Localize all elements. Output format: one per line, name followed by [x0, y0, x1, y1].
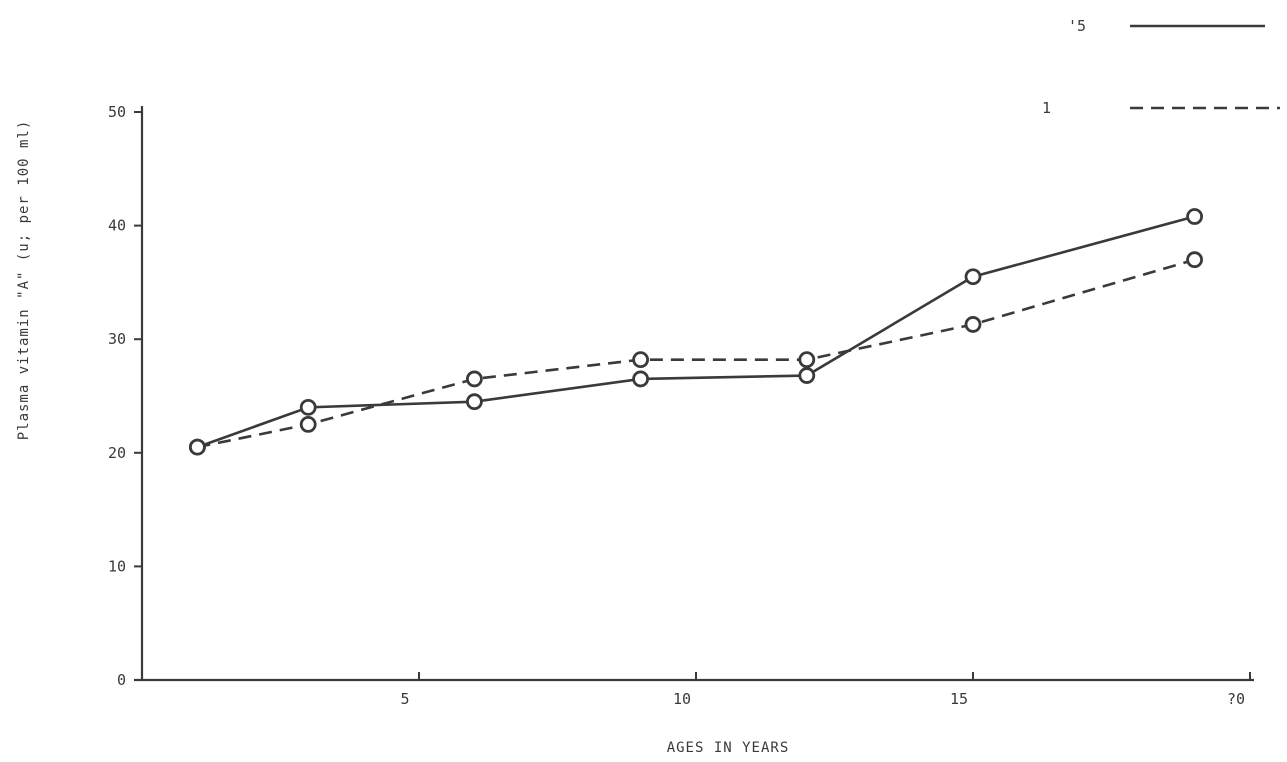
legend-label-2: 1 [1042, 99, 1051, 117]
y-tick-label: 0 [117, 671, 126, 689]
data-point-series-1 [299, 398, 317, 416]
chart-legend: '5 1 [1042, 17, 1280, 117]
data-point-series-2 [964, 316, 982, 333]
chart-axes [134, 106, 1254, 682]
data-point-series-2 [1186, 251, 1203, 269]
data-point-series-1 [798, 367, 816, 384]
data-point-series-2 [465, 370, 483, 388]
data-point-series-2 [188, 438, 206, 456]
y-tick-label: 10 [108, 557, 126, 575]
data-point-series-1 [632, 370, 649, 388]
y-tick-label: 30 [108, 330, 126, 348]
y-tick-label: 50 [108, 103, 126, 121]
x-tick-label: 15 [950, 690, 968, 708]
data-point-series-2 [798, 351, 816, 369]
chart-series [188, 208, 1203, 456]
x-tick-label: 10 [673, 690, 691, 708]
legend-label-1: '5 [1068, 17, 1086, 35]
y-axis-title: Plasma vitamin "A" (u; per 100 ml) [16, 120, 32, 441]
series-line-2 [197, 258, 1195, 449]
data-point-series-1 [964, 268, 982, 286]
y-tick-label: 20 [108, 444, 126, 462]
y-tick-label: 40 [108, 217, 126, 235]
x-tick-label: ?0 [1227, 690, 1245, 708]
data-point-series-2 [299, 415, 317, 433]
data-point-series-1 [465, 393, 483, 411]
chart-ticks: 0 10 20 30 40 50 5 10 15 ?0 [108, 103, 1251, 708]
data-point-series-2 [632, 351, 649, 369]
x-axis-title: AGES IN YEARS [667, 740, 790, 756]
data-point-series-1 [1186, 208, 1203, 225]
x-tick-label: 5 [400, 690, 409, 708]
